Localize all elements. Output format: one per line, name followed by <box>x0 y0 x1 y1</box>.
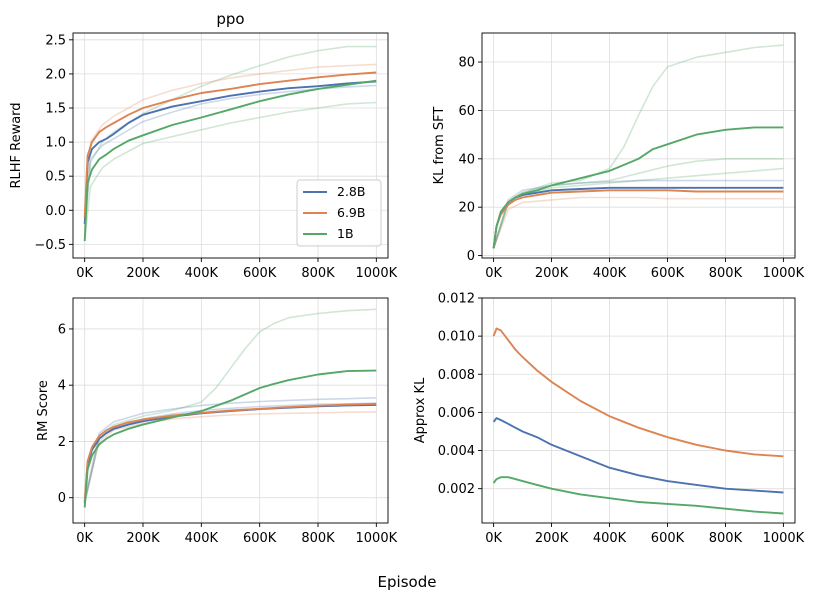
rlhf-reward-frame <box>72 32 389 259</box>
rlhf-reward-line-2-8b <box>83 80 377 224</box>
rm-score-xtick-label-1: 200K <box>126 531 160 546</box>
approx-kl-xtick-label-4: 800K <box>709 531 743 546</box>
rm-score-plot-area: 0K 200K 400K 600K 800K 1000K 0 2 4 6 <box>58 297 398 546</box>
approx-kl-xtick-label-5: 1000K <box>763 531 805 546</box>
kl-from-sft-xtick-label-2: 400K <box>593 266 627 281</box>
legend-label-1b: 1B <box>337 226 354 241</box>
kl-from-sft-frame <box>481 32 796 259</box>
kl-from-sft-ytick-label-0: 0 <box>467 249 475 264</box>
rm-score-xtick-label-4: 800K <box>301 531 335 546</box>
rm-score-faint-run-6-9b-2 <box>83 411 377 501</box>
rm-score-faint-run-1b-0 <box>83 308 377 504</box>
approx-kl-ylabel: Approx KL <box>413 377 428 443</box>
approx-kl-frame <box>481 297 796 524</box>
approx-kl-ytick-label-0: 0.002 <box>438 482 475 497</box>
rm-score-ytick-label-1: 2 <box>58 435 66 450</box>
rm-score-line-6-9b <box>83 402 377 501</box>
approx-kl-xtick-label-3: 600K <box>651 531 685 546</box>
rlhf-reward-ytick-label-0: −0.5 <box>34 238 66 253</box>
rlhf-reward-faint-run-1b-0 <box>83 45 377 231</box>
kl-from-sft-xtick-label-5: 1000K <box>763 266 805 281</box>
legend-label-6-9b: 6.9B <box>337 205 365 220</box>
rm-score-xtick-label-3: 600K <box>243 531 277 546</box>
kl-from-sft-ytick-label-2: 40 <box>458 152 475 167</box>
approx-kl-ytick-label-1: 0.004 <box>438 444 475 459</box>
approx-kl-plot-area: 0K 200K 400K 600K 800K 1000K 0.002 0.004 0.006 0.… <box>438 292 805 547</box>
legend-frame <box>296 179 382 247</box>
rm-score-xtick-label-0: 0K <box>76 531 93 546</box>
rlhf-reward-faint-run-6-9b-2 <box>83 63 377 218</box>
kl-from-sft-plot-area: 0K 200K 400K 600K 800K 1000K 0 20 40 60 80 <box>458 32 805 281</box>
rm-score-xtick-label-2: 400K <box>185 531 219 546</box>
approx-kl-xtick-label-1: 200K <box>535 531 569 546</box>
approx-kl-ytick-label-2: 0.006 <box>438 406 475 421</box>
kl-from-sft-ytick-label-1: 20 <box>458 201 475 216</box>
legend: 2.8B 6.9B 1B <box>296 179 382 247</box>
rm-score-faint-run-2-8b-1 <box>83 397 377 501</box>
rlhf-reward-xtick-label-0: 0K <box>76 266 93 281</box>
rlhf-reward-ytick-label-6: 2.5 <box>45 33 66 48</box>
rlhf-reward-ytick-label-2: 0.5 <box>45 170 66 185</box>
approx-kl-line-1b <box>492 476 784 515</box>
approx-kl-xtick-label-2: 400K <box>593 531 627 546</box>
rlhf-reward-line-6-9b <box>83 71 377 218</box>
subplot-rm-score: 0K 200K 400K 600K 800K 1000K 0 2 4 6 RM Score <box>36 297 398 546</box>
kl-from-sft-faint-run-2-8b-3 <box>492 179 784 249</box>
approx-kl-ytick-label-5: 0.012 <box>438 292 475 307</box>
approx-kl-line-6-9b <box>492 327 784 458</box>
rlhf-reward-faint-run-1b-1 <box>83 101 377 242</box>
rm-score-line-1b <box>83 369 377 508</box>
rlhf-reward-title: ppo <box>216 10 244 28</box>
rlhf-reward-line-1b <box>83 79 377 242</box>
rlhf-reward-plot-area: 0K 200K 400K 600K 800K 1000K −0.5 0.0 0.5 1.0 1.5 2… <box>34 32 398 281</box>
approx-kl-line-2-8b <box>492 417 784 494</box>
kl-from-sft-xtick-label-4: 800K <box>709 266 743 281</box>
rm-score-frame <box>72 297 389 524</box>
subplot-rlhf-reward: 0K 200K 400K 600K 800K 1000K −0.5 0.0 0.5 1.0 1.5 2… <box>9 10 398 281</box>
rm-score-ytick-label-0: 0 <box>58 491 66 506</box>
approx-kl-ytick-label-4: 0.010 <box>438 330 475 345</box>
kl-from-sft-faint-run-6-9b-4 <box>492 196 784 249</box>
kl-from-sft-xtick-label-0: 0K <box>485 266 502 281</box>
kl-from-sft-ytick-label-4: 80 <box>458 56 475 71</box>
rm-score-ytick-label-3: 6 <box>58 322 66 337</box>
legend-label-2-8b: 2.8B <box>337 184 365 199</box>
rlhf-reward-xtick-label-1: 200K <box>126 266 160 281</box>
kl-from-sft-faint-run-1b-0 <box>492 44 784 249</box>
kl-from-sft-line-6-9b <box>492 189 784 249</box>
subplot-approx-kl: 0K 200K 400K 600K 800K 1000K 0.002 0.004 0.006 0.… <box>413 292 805 547</box>
kl-from-sft-ytick-label-3: 60 <box>458 104 475 119</box>
rlhf-reward-xtick-label-3: 600K <box>243 266 277 281</box>
rlhf-reward-ytick-label-3: 1.0 <box>45 136 66 151</box>
rlhf-reward-xtick-label-4: 800K <box>301 266 335 281</box>
kl-from-sft-ylabel: KL from SFT <box>432 107 447 185</box>
rlhf-reward-ytick-label-4: 1.5 <box>45 102 66 117</box>
rlhf-reward-ytick-label-5: 2.0 <box>45 67 66 82</box>
rm-score-xtick-label-5: 1000K <box>356 531 398 546</box>
rlhf-reward-ylabel: RLHF Reward <box>9 102 24 188</box>
rlhf-reward-ytick-label-1: 0.0 <box>45 204 66 219</box>
subplot-kl-from-sft: 0K 200K 400K 600K 800K 1000K 0 20 40 60 80 KL from… <box>432 32 805 281</box>
kl-from-sft-xtick-label-3: 600K <box>651 266 685 281</box>
rlhf-reward-xtick-label-5: 1000K <box>356 266 398 281</box>
rlhf-reward-xtick-label-2: 400K <box>185 266 219 281</box>
kl-from-sft-line-1b <box>492 126 784 249</box>
rm-score-ytick-label-2: 4 <box>58 379 66 394</box>
approx-kl-ytick-label-3: 0.008 <box>438 368 475 383</box>
rm-score-ylabel: RM Score <box>36 380 51 441</box>
approx-kl-xtick-label-0: 0K <box>485 531 502 546</box>
kl-from-sft-xtick-label-1: 200K <box>535 266 569 281</box>
figure-xlabel: Episode <box>378 573 437 591</box>
